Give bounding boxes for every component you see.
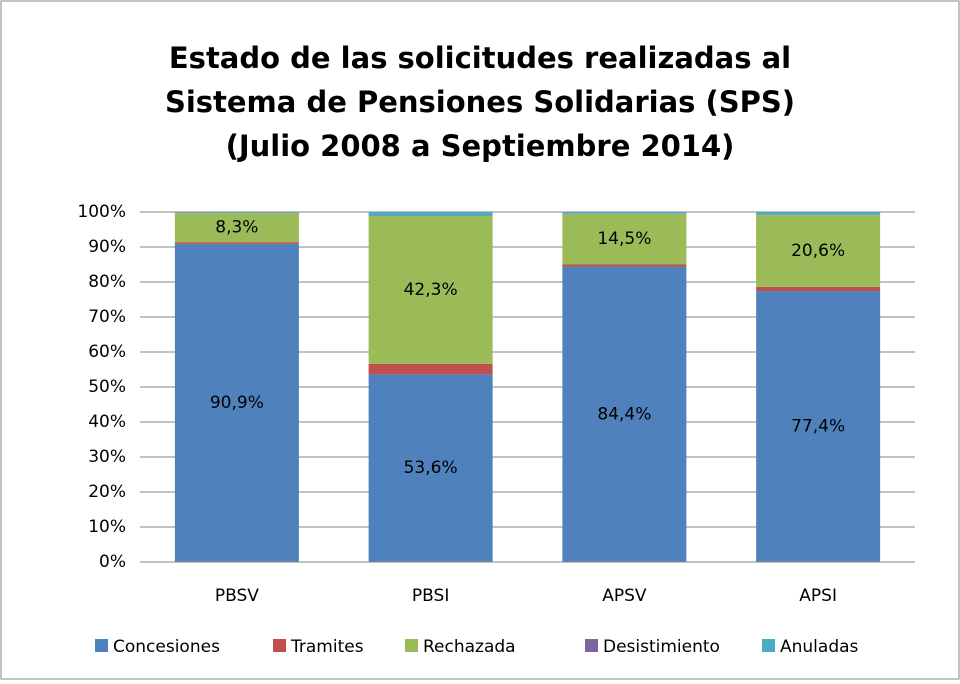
x-tick-label: PBSI [412,586,449,606]
bar-segment [756,287,880,291]
bar-segment [562,265,686,267]
legend-label: Concesiones [113,637,220,657]
data-label: 77,4% [791,417,845,437]
legend-swatch [405,639,418,652]
x-tick-label: APSI [799,586,837,606]
data-label: 14,5% [597,229,651,249]
legend-swatch [95,639,108,652]
legend-label: Desistimiento [603,637,720,657]
bar-segment [369,364,493,375]
y-tick-label: 80% [88,272,126,292]
data-label: 42,3% [404,280,458,300]
y-tick-label: 100% [77,202,126,222]
y-tick-label: 50% [88,377,126,397]
bar-segment [562,212,686,213]
bar-segment [175,242,299,244]
data-label: 53,6% [404,458,458,478]
y-tick-label: 30% [88,447,126,467]
x-tick-label: PBSV [215,586,259,606]
y-tick-label: 60% [88,342,126,362]
y-tick-label: 20% [88,482,126,502]
legend-label: Tramites [290,637,364,657]
legend-label: Anuladas [780,637,859,657]
data-label: 90,9% [210,393,264,413]
chart-title: Sistema de Pensiones Solidarias (SPS) [165,85,795,119]
legend-label: Rechazada [423,637,516,657]
x-tick-label: APSV [602,586,647,606]
chart-title: (Julio 2008 a Septiembre 2014) [226,129,735,163]
data-label: 8,3% [215,218,258,238]
y-tick-label: 90% [88,237,126,257]
y-tick-label: 0% [99,552,126,572]
bar-segment [756,212,880,214]
legend-swatch [762,639,775,652]
bar-segment [175,212,299,213]
legend-swatch [273,639,286,652]
bar-segment [369,212,493,216]
data-label: 20,6% [791,241,845,261]
legend-swatch [585,639,598,652]
y-tick-label: 70% [88,307,126,327]
data-label: 84,4% [597,404,651,424]
y-tick-label: 10% [88,517,126,537]
y-tick-label: 40% [88,412,126,432]
chart-title: Estado de las solicitudes realizadas al [169,41,791,75]
